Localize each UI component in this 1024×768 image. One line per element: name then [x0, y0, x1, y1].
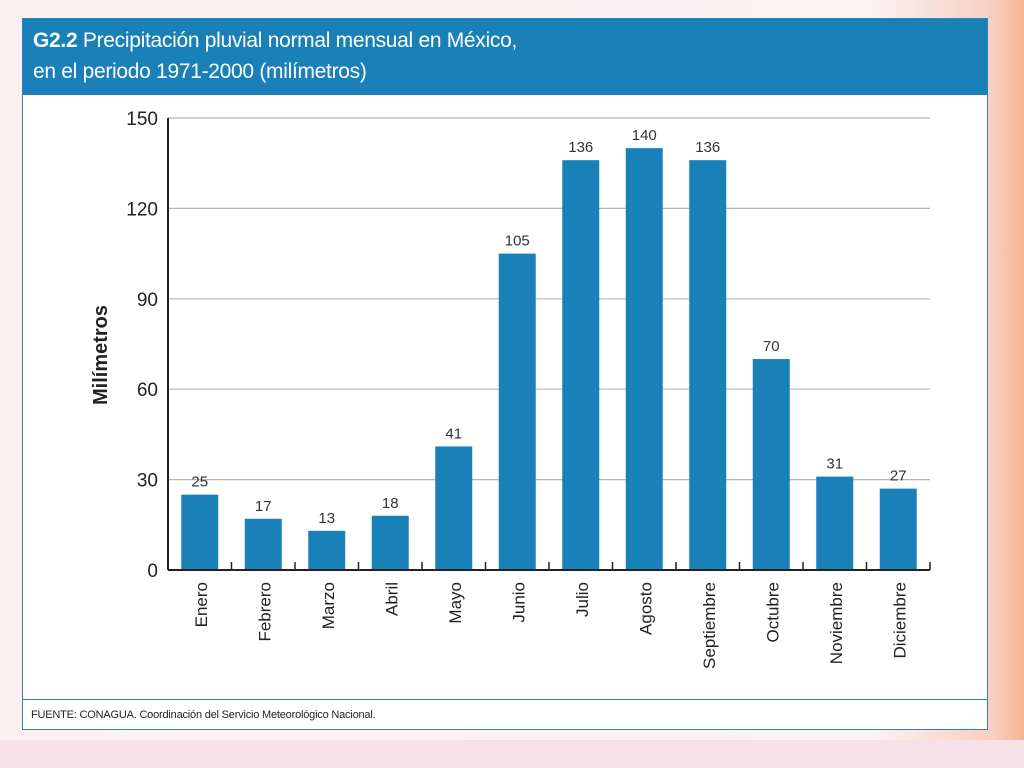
y-tick-label-90: 90 [137, 290, 158, 311]
data-label-junio: 105 [505, 233, 530, 250]
labels: 0 30 60 90 120 150 25 Enero 17 Febrero 13 Marzo 18 Ab… [126, 109, 909, 669]
data-label-julio: 136 [568, 139, 593, 156]
bar-julio [562, 160, 600, 571]
x-tick-label-junio: Junio [509, 582, 528, 623]
data-label-febrero: 17 [255, 498, 272, 515]
y-tick-label-60: 60 [137, 380, 158, 401]
x-tick-label-enero: Enero [192, 582, 211, 627]
x-tick-label-febrero: Febrero [255, 582, 274, 642]
data-label-abril: 18 [382, 495, 399, 512]
data-label-septiembre: 136 [695, 139, 720, 156]
bar-abril [371, 515, 409, 570]
x-tick-label-marzo: Marzo [319, 582, 338, 629]
chart-header: G2.2 Precipitación pluvial normal mensua… [23, 19, 987, 95]
x-tick-label-diciembre: Diciembre [890, 582, 909, 659]
data-label-noviembre: 31 [826, 456, 843, 473]
bar-septiembre [689, 160, 727, 571]
x-tick-label-septiembre: Septiembre [700, 582, 719, 669]
data-label-diciembre: 27 [890, 468, 907, 485]
grid-lines [168, 117, 930, 481]
x-tick-label-agosto: Agosto [636, 582, 655, 635]
bar-agosto [625, 148, 663, 570]
bar-junio [498, 253, 536, 570]
chart-title-line-2: en el periodo 1971-2000 (milímetros) [33, 60, 367, 83]
axes [167, 118, 931, 571]
bar-enero [181, 494, 219, 570]
bar-noviembre [816, 476, 854, 570]
data-label-marzo: 13 [318, 510, 335, 527]
data-label-enero: 25 [191, 474, 208, 491]
y-axis-label: Milímetros [90, 305, 112, 405]
background-strip [0, 740, 1024, 768]
y-tick-label-30: 30 [137, 471, 158, 492]
chart-source: FUENTE: CONAGUA. Coordinación del Servic… [31, 709, 376, 721]
y-tick-label-0: 0 [147, 561, 158, 582]
bar-octubre [752, 359, 790, 570]
x-tick-label-abril: Abril [382, 582, 401, 616]
chart-code: G2.2 [33, 29, 78, 52]
chart-title-line-1: G2.2 Precipitación pluvial normal mensua… [33, 29, 517, 53]
bar-febrero [244, 518, 282, 570]
source-divider [23, 699, 987, 700]
bar-diciembre [879, 488, 917, 570]
bar-marzo [308, 530, 346, 570]
data-label-mayo: 41 [445, 425, 462, 442]
chart-title-text-1: Precipitación pluvial normal mensual en … [82, 29, 517, 52]
x-tick-label-julio: Julio [573, 582, 592, 617]
x-tick-label-mayo: Mayo [446, 582, 465, 624]
bars [181, 148, 917, 571]
data-label-agosto: 140 [632, 127, 657, 144]
x-tick-label-noviembre: Noviembre [827, 582, 846, 664]
y-tick-label-120: 120 [126, 199, 158, 220]
data-label-octubre: 70 [763, 338, 780, 355]
y-tick-label-150: 150 [126, 109, 158, 130]
bar-mayo [435, 446, 473, 570]
x-tick-label-octubre: Octubre [763, 582, 782, 642]
